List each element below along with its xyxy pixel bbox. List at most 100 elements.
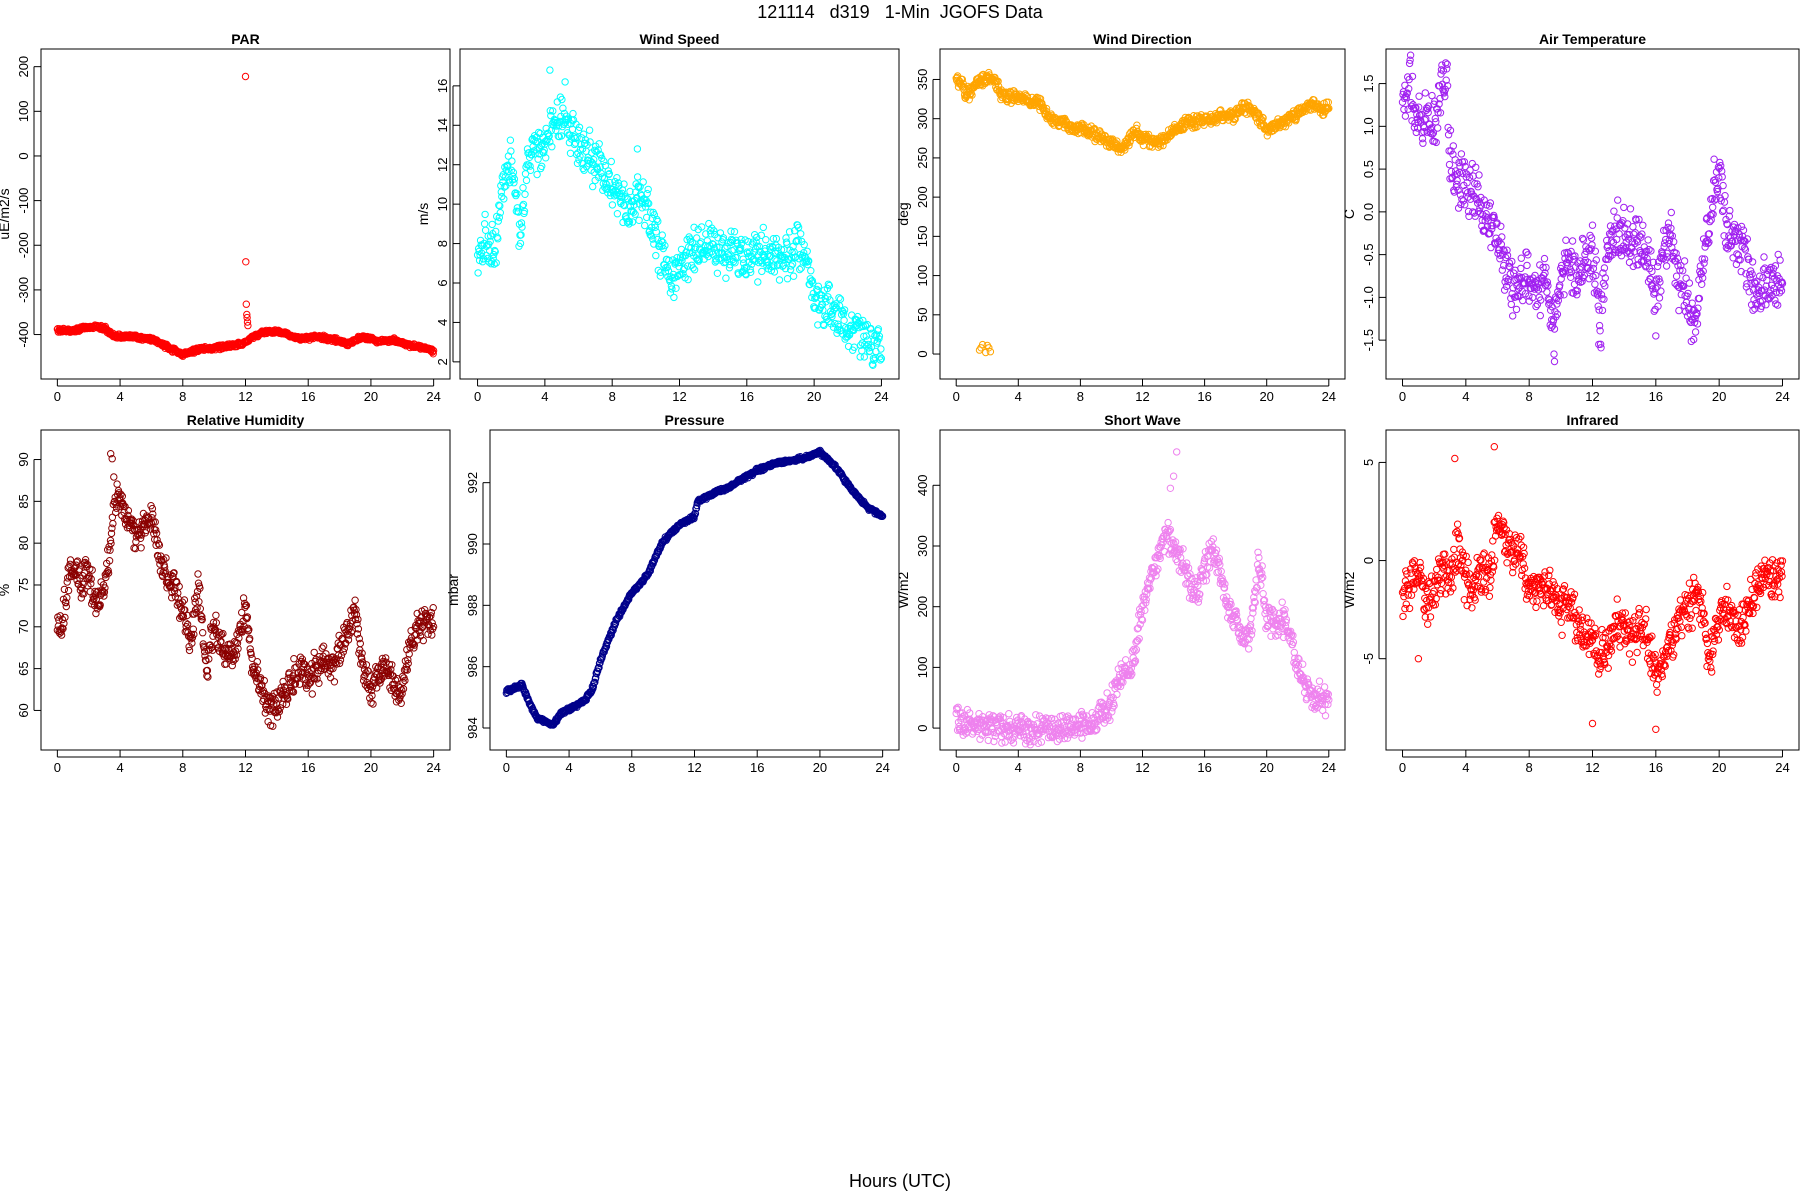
data-point [1406, 56, 1414, 64]
data-point [534, 155, 542, 163]
data-point [1406, 51, 1415, 59]
data-point [803, 247, 811, 256]
data-point [1429, 129, 1438, 137]
data-point [657, 268, 665, 276]
data-point [658, 231, 666, 239]
data-point [1441, 85, 1450, 94]
data-point [1443, 65, 1451, 73]
y-tick-label: 250 [915, 147, 930, 169]
x-tick-label: 8 [1526, 389, 1533, 404]
y-tick-label: 0.5 [1361, 160, 1376, 178]
x-tick-label: 12 [1585, 389, 1599, 404]
data-point [496, 209, 504, 217]
data-point [1760, 253, 1768, 261]
x-tick-label: 0 [1399, 389, 1406, 404]
y-tick-label: 984 [465, 717, 480, 739]
data-point [1200, 121, 1208, 129]
data-point [820, 321, 828, 330]
outlier-point [1550, 357, 1559, 366]
data-point [665, 256, 673, 264]
data-point [747, 268, 755, 276]
x-tick-label: 4 [1015, 389, 1022, 404]
data-point [746, 248, 754, 256]
data-point [736, 246, 744, 255]
data-point [807, 267, 815, 275]
y-tick-label: -300 [16, 277, 31, 303]
data-point [1512, 305, 1521, 314]
y-tick-label: 350 [915, 69, 930, 91]
data-point [762, 236, 770, 244]
data-point [668, 285, 676, 293]
data-point [1675, 306, 1683, 315]
data-point [591, 146, 599, 155]
data-point [546, 107, 554, 115]
x-tick-label: 8 [628, 760, 635, 775]
data-point [858, 347, 866, 355]
data-point [693, 234, 701, 242]
data-point [1442, 76, 1450, 84]
data-point [579, 164, 587, 173]
data-point [710, 227, 718, 235]
data-point [486, 247, 494, 255]
x-tick-label: 4 [541, 389, 548, 404]
data-point [1550, 350, 1558, 358]
data-point [581, 136, 590, 144]
data-point [1517, 264, 1525, 273]
x-tick-label: 16 [1197, 389, 1211, 404]
data-point [1536, 311, 1545, 320]
outlier-point [561, 78, 569, 86]
data-point [613, 210, 622, 218]
data-point [1457, 150, 1466, 158]
data-point [1568, 237, 1577, 245]
x-tick-label: 0 [953, 389, 960, 404]
data-point [510, 175, 519, 183]
data-point [785, 228, 794, 236]
data-point [506, 136, 515, 144]
data-point [725, 264, 734, 272]
x-tick-label: 0 [474, 389, 481, 404]
outlier-point [243, 310, 251, 319]
data-point [875, 332, 884, 340]
data-point [958, 75, 966, 84]
data-point [1434, 108, 1442, 117]
data-point [518, 223, 526, 231]
outlier-point [244, 321, 252, 330]
data-point [713, 243, 721, 251]
data-point [1500, 286, 1509, 294]
data-point [1412, 104, 1420, 112]
data-point [860, 332, 868, 340]
data-point [1631, 229, 1639, 237]
data-point [681, 251, 690, 260]
data-point [555, 122, 563, 130]
x-tick-label: 16 [740, 389, 754, 404]
y-axis-label: uE/m2/s [0, 188, 12, 239]
data-point [667, 282, 676, 290]
data-point [643, 213, 651, 222]
outlier-point [546, 66, 554, 74]
data-point [727, 235, 736, 244]
data-point [769, 235, 778, 243]
y-tick-label: 12 [435, 157, 450, 171]
data-point [670, 293, 678, 302]
y-tick-label: -0.5 [1361, 243, 1376, 265]
data-point [705, 219, 713, 228]
data-point [1626, 205, 1635, 213]
data-point [1400, 105, 1408, 114]
data-point [877, 345, 885, 353]
data-point [558, 95, 566, 104]
data-point [754, 278, 762, 286]
data-point [867, 324, 875, 333]
data-point [590, 156, 598, 164]
y-tick-label: 75 [16, 578, 31, 592]
x-tick-label: 24 [874, 389, 888, 404]
data-point [753, 233, 761, 242]
y-tick-label: 65 [16, 661, 31, 675]
data-point [744, 237, 752, 246]
page-title: 121114 d319 1-Min JGOFS Data [757, 2, 1043, 22]
panel-title: Wind Speed [640, 31, 720, 47]
y-tick-label: 50 [915, 308, 930, 322]
data-point [1263, 132, 1272, 140]
data-point [531, 150, 539, 158]
data-point [60, 585, 69, 594]
